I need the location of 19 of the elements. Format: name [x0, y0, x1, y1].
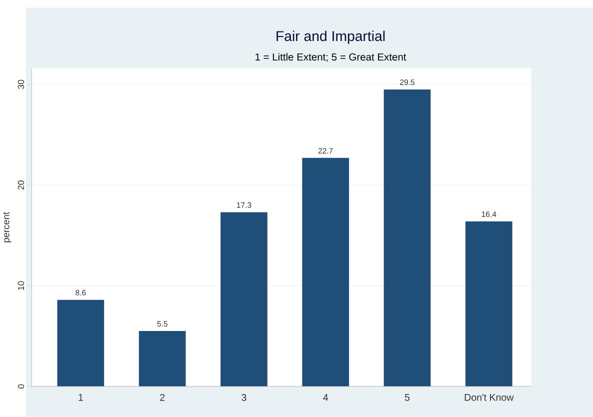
bar — [220, 212, 268, 387]
x-tick-label: 3 — [242, 394, 246, 402]
x-tick-label: 2 — [160, 394, 165, 402]
bar — [384, 90, 431, 387]
y-tick-label: 20 — [18, 180, 24, 190]
y-tick-label: 0 — [18, 384, 24, 389]
bar — [57, 300, 104, 387]
y-tick-label: 10 — [18, 281, 24, 290]
chart-title: Fair and Impartial — [276, 30, 385, 44]
x-tick-label: 1 — [78, 394, 83, 401]
chart-subtitle: 1 = Little Extent; 5 = Great Extent — [256, 53, 406, 62]
bar — [465, 221, 512, 387]
x-tick-label: Don't Know — [464, 394, 514, 401]
bar — [302, 158, 350, 387]
y-tick-label: 30 — [18, 80, 24, 90]
x-tick-label: 4 — [323, 394, 328, 401]
bar — [138, 331, 186, 387]
x-tick-label: 5 — [404, 394, 410, 401]
y-axis-title: percent — [3, 212, 12, 242]
